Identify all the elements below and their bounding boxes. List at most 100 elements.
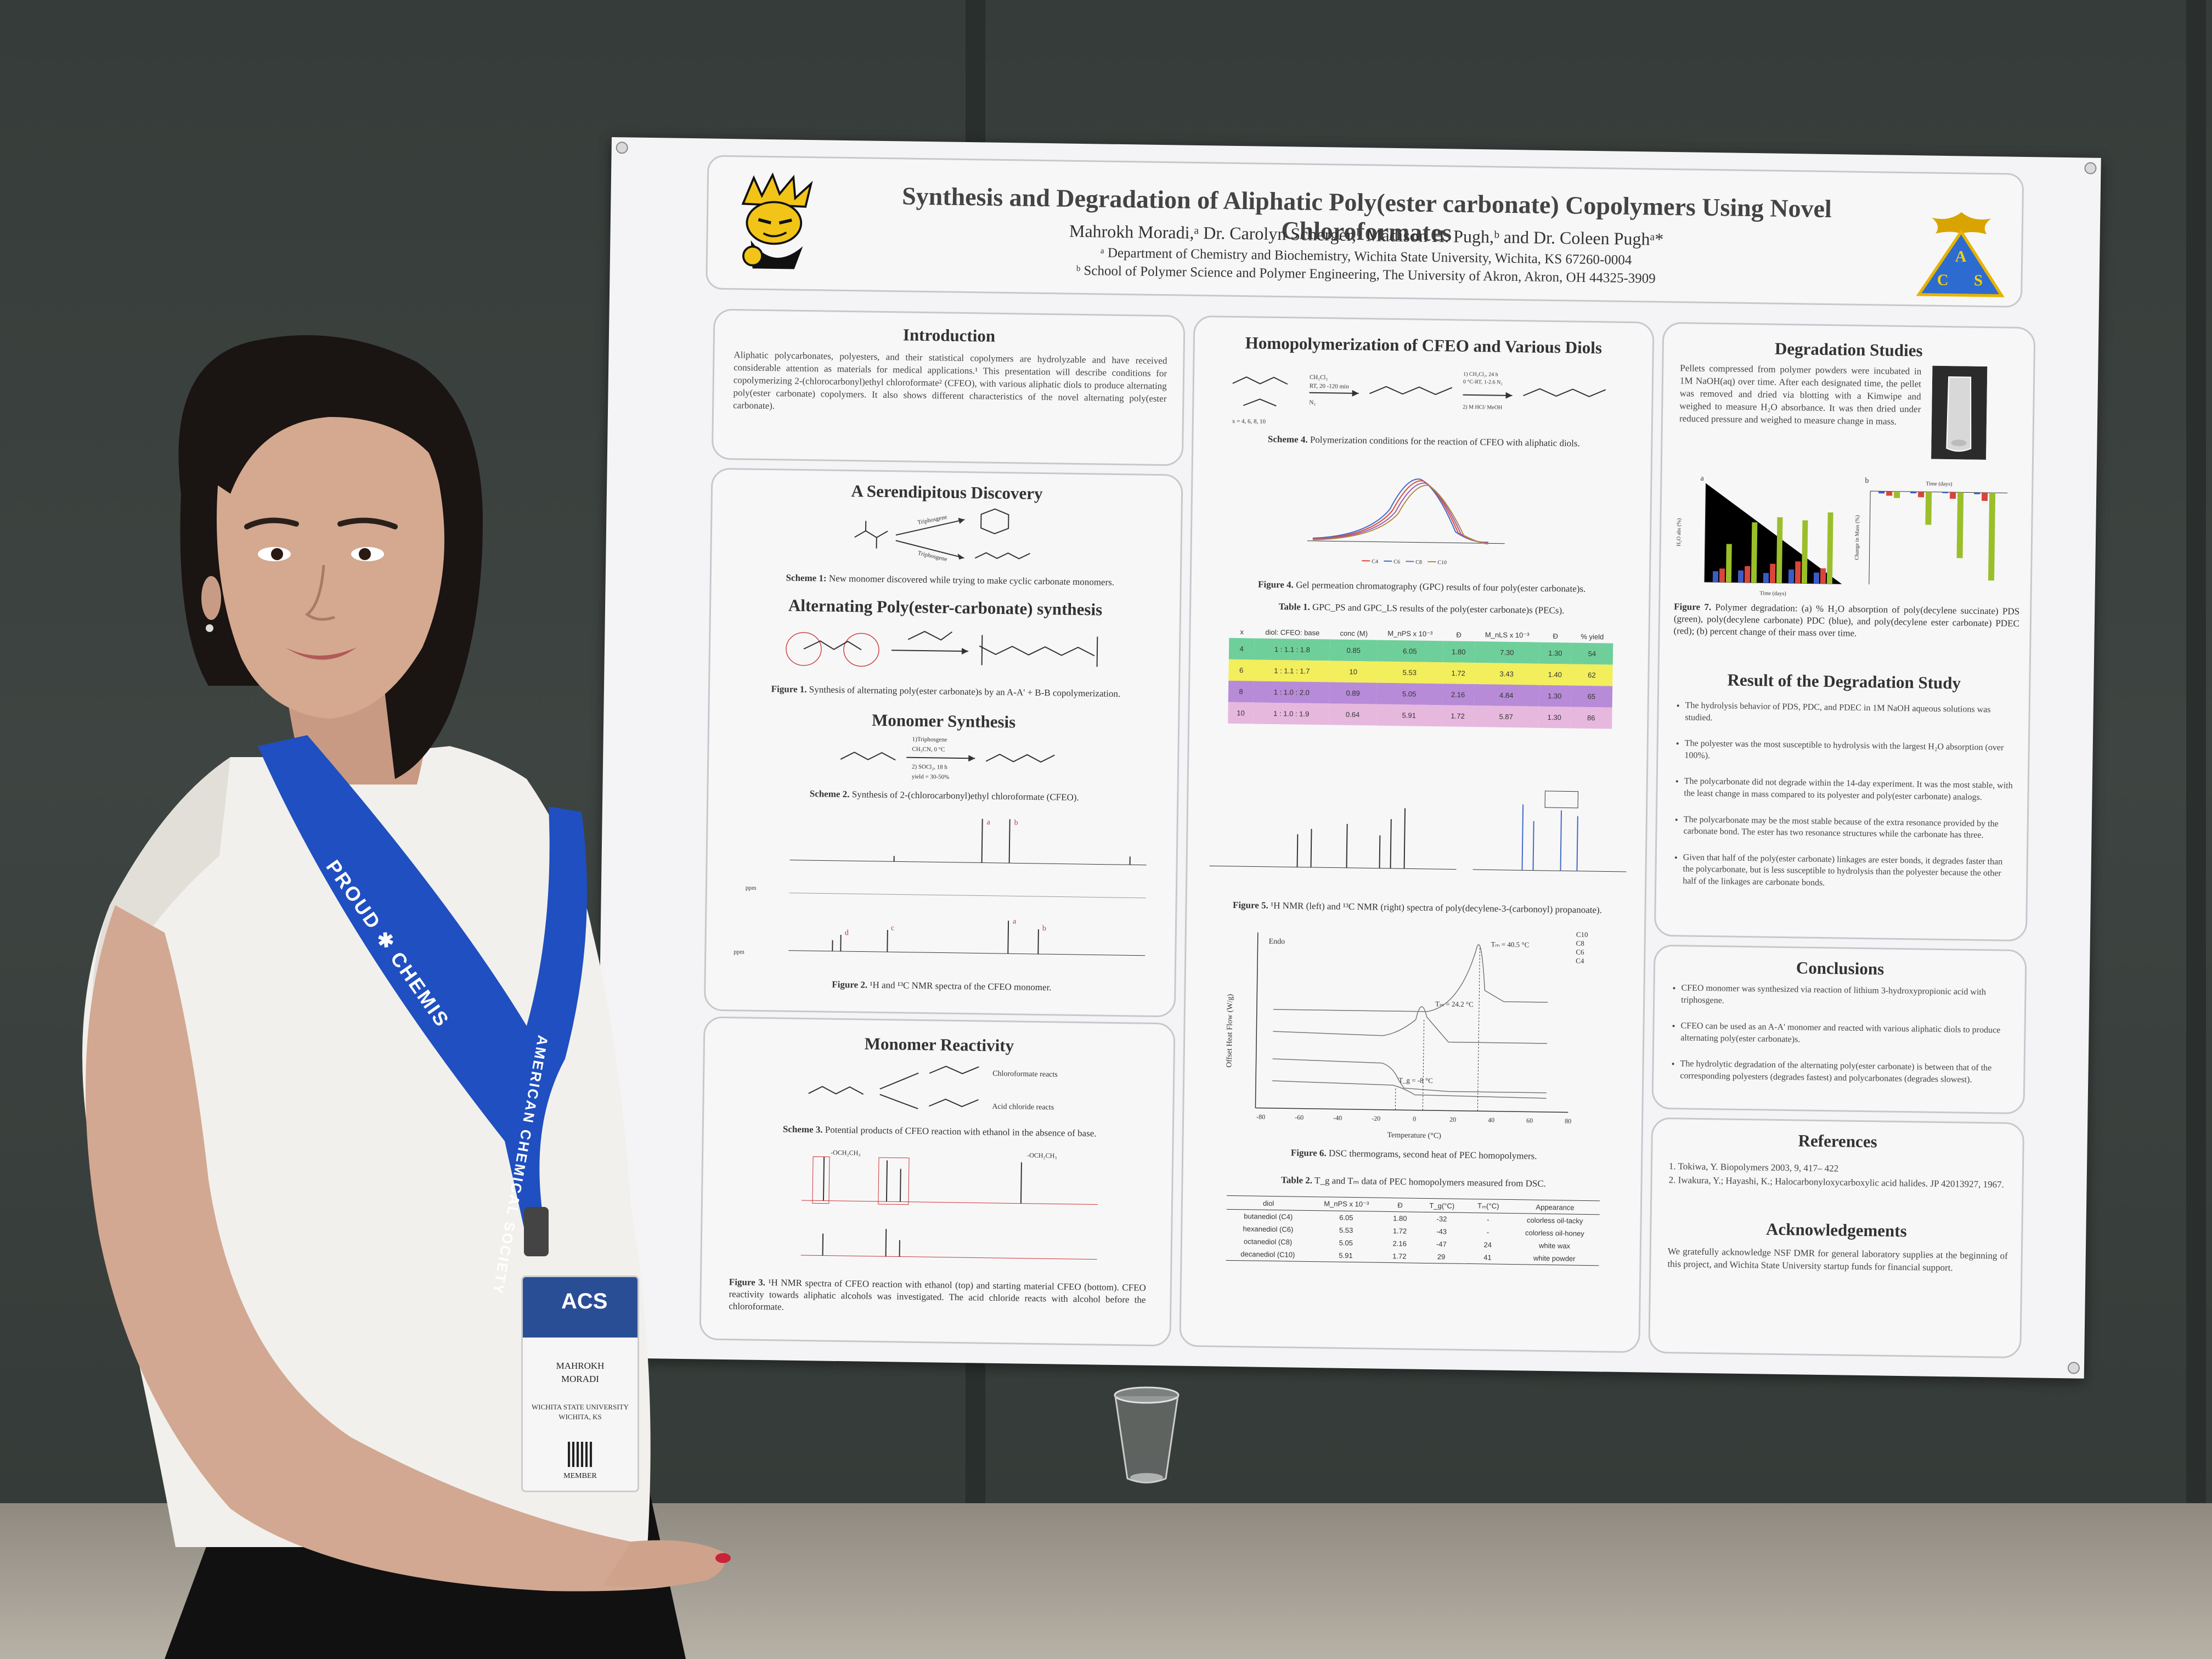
table-cell: 10 — [1237, 709, 1245, 718]
dsc-legend-item: C8 — [1576, 939, 1584, 947]
table-cell: -32 — [1436, 1215, 1447, 1223]
mass-change-bar — [1918, 492, 1925, 498]
degradation-bar — [1776, 517, 1783, 583]
mass-change-bar — [1956, 492, 1964, 558]
pellet-vial-photo — [1931, 365, 1988, 460]
degradation-bar — [1737, 570, 1744, 583]
dsc-y-axis-label: Offset Heat Flow (W/g) — [1225, 994, 1234, 1068]
condition-text: 0 °C-RT, 1-2.6 N₂ — [1463, 379, 1503, 386]
table-cell: 6.05 — [1403, 647, 1417, 656]
bullet-item: CFEO monomer was synthesized via reactio… — [1681, 982, 2012, 1011]
gpc-legend-item: C8 — [1415, 560, 1422, 566]
table-cell: Đ — [1397, 1200, 1403, 1209]
chart-a-y-label: H₂O abs (%) — [1676, 518, 1683, 546]
table-cell: 5.53 — [1402, 668, 1417, 677]
table-cell: 4 — [1239, 645, 1244, 653]
degradation-bar — [1788, 569, 1795, 584]
mass-change-bar — [1988, 493, 1996, 581]
dsc-endo-label: Endo — [1269, 938, 1285, 946]
table-cell: 86 — [1587, 713, 1595, 723]
bullet-item: Given that half of the poly(ester carbon… — [1683, 851, 2013, 891]
dsc-tick: 40 — [1488, 1116, 1494, 1124]
table-cell: colorless oil-tacky — [1526, 1216, 1583, 1225]
axis-unit: ppm — [746, 885, 757, 891]
peak-label: b — [1014, 819, 1018, 827]
degradation-bar — [1826, 512, 1833, 584]
wu-shock-logo-icon — [741, 172, 813, 269]
conclusions-box: Conclusions CFEO monomer was synthesized… — [1651, 944, 2027, 1115]
plastic-cup — [1114, 1386, 1180, 1483]
condition-text: CH₂Cl₂ — [1310, 374, 1328, 381]
table-cell: 5.91 — [1402, 711, 1416, 720]
dsc-legend-item: C6 — [1576, 948, 1584, 956]
reactivity-heading: Monomer Reactivity — [864, 1034, 1014, 1056]
research-poster: Synthesis and Degradation of Aliphatic P… — [594, 137, 2101, 1379]
peak-label: a — [1013, 917, 1017, 926]
figure-2-caption: Figure 2. ¹H and ¹³C NMR spectra of the … — [832, 979, 1052, 993]
table-cell: 62 — [1588, 670, 1596, 680]
bullet-item: The polyester was the most susceptible t… — [1684, 738, 2015, 766]
table-cell: 24 — [1483, 1240, 1492, 1249]
table-cell: conc (M) — [1340, 629, 1368, 637]
badge-member-label: MEMBER — [563, 1472, 597, 1480]
table-cell: 10 — [1349, 667, 1358, 676]
table-cell: - — [1486, 1228, 1489, 1237]
condition-text: 2) SOCl₂, 18 h — [912, 764, 948, 771]
table-cell: 5.53 — [1339, 1226, 1353, 1235]
degradation-bar — [1744, 566, 1751, 583]
condition-text: RT, 20 -120 min — [1310, 383, 1350, 390]
table-cell: 1 : 1.0 : 1.9 — [1273, 709, 1310, 718]
table-cell: 29 — [1437, 1252, 1446, 1261]
lips — [285, 647, 357, 660]
alternating-heading: Alternating Poly(ester-carbonate) synthe… — [788, 595, 1103, 619]
table-cell: octanediol (C8) — [1243, 1237, 1293, 1246]
table-cell: 1.30 — [1548, 648, 1562, 658]
results-heading: Result of the Degradation Study — [1727, 670, 1961, 693]
dsc-tick: 0 — [1413, 1115, 1416, 1123]
dsc-legend-item: C10 — [1576, 930, 1588, 939]
figure-6-caption: Figure 6. DSC thermograms, second heat o… — [1290, 1147, 1537, 1161]
reagent-label: Triphosgene — [917, 550, 948, 563]
degradation-box: Degradation Studies Pellets compressed f… — [1654, 321, 2036, 942]
table-cell: colorless oil-honey — [1525, 1228, 1584, 1238]
table-cell: diol — [1262, 1199, 1274, 1207]
table-cell: 1.30 — [1548, 691, 1562, 701]
table-cell: 3.43 — [1499, 669, 1514, 679]
bullet-item: The polycarbonate may be the most stable… — [1683, 814, 2014, 842]
condition-text: 2) M HCl/ MeOH — [1463, 404, 1502, 411]
degradation-bar — [1813, 572, 1820, 584]
table-cell: 5.91 — [1339, 1251, 1353, 1260]
gpc-legend-item: C10 — [1437, 560, 1447, 566]
table-cell: 5.87 — [1499, 712, 1513, 721]
references-heading: References — [1798, 1131, 1877, 1152]
table-cell: 0.89 — [1346, 689, 1360, 698]
arm — [86, 905, 713, 1592]
dsc-x-axis-label: Temperature (°C) — [1387, 1131, 1441, 1140]
table-2: diol M_nPS x 10⁻³ Đ T_g(°C) Tₘ(°C) Appearance… — [1226, 1195, 1600, 1266]
peak-label: a — [987, 819, 991, 827]
table-cell: 1.72 — [1392, 1227, 1407, 1235]
table-cell: 1 : 1.1 : 1.8 — [1274, 645, 1311, 654]
dsc-annotation: Tₘ = 24.2 °C — [1435, 1000, 1474, 1008]
degradation-bar — [1712, 571, 1719, 583]
table-cell: 1.80 — [1451, 647, 1466, 656]
peak-label: d — [845, 929, 849, 937]
table-cell: 65 — [1587, 692, 1596, 701]
bullet-item: The hydrolytic degradation of the altern… — [1680, 1058, 2011, 1087]
discovery-box: A Serendipitous Discovery Triphosgene Tr… — [703, 467, 1183, 1018]
dsc-annotation: Tₘ = 40.5 °C — [1491, 940, 1530, 949]
figure-1-caption: Figure 1. Synthesis of alternating poly(… — [771, 684, 1121, 699]
acknowledgements-heading: Acknowledgements — [1765, 1219, 1907, 1241]
degradation-heading: Degradation Studies — [1774, 338, 1923, 360]
table-cell: M_nPS x 10⁻³ — [1387, 629, 1433, 638]
table-cell: Tₘ(°C) — [1477, 1201, 1499, 1210]
poster-header: Synthesis and Degradation of Aliphatic P… — [706, 155, 2024, 308]
table-cell: 0.64 — [1345, 710, 1360, 719]
peak-label: b — [1042, 924, 1046, 933]
earring — [206, 624, 213, 632]
condition-text: 1)Triphosgene — [912, 736, 947, 743]
table-cell: 2.16 — [1392, 1239, 1407, 1248]
degradation-bar — [1763, 573, 1769, 583]
degradation-bar — [1795, 561, 1801, 584]
table-cell: 6 — [1239, 666, 1244, 675]
